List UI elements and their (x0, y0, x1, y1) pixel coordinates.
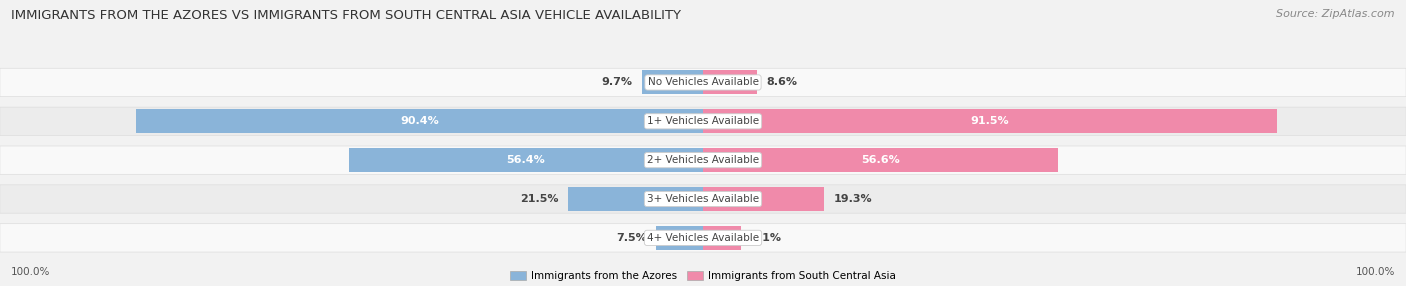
Text: 9.7%: 9.7% (602, 78, 633, 88)
Text: 91.5%: 91.5% (972, 116, 1010, 126)
Text: 4+ Vehicles Available: 4+ Vehicles Available (647, 233, 759, 243)
Text: 21.5%: 21.5% (520, 194, 558, 204)
Text: 1+ Vehicles Available: 1+ Vehicles Available (647, 116, 759, 126)
Text: Source: ZipAtlas.com: Source: ZipAtlas.com (1277, 9, 1395, 19)
Bar (703, 187, 824, 211)
Text: 100.0%: 100.0% (11, 267, 51, 277)
Bar (568, 187, 703, 211)
Text: 6.1%: 6.1% (751, 233, 782, 243)
Bar (135, 109, 703, 133)
Text: 2+ Vehicles Available: 2+ Vehicles Available (647, 155, 759, 165)
Text: 56.6%: 56.6% (862, 155, 900, 165)
Legend: Immigrants from the Azores, Immigrants from South Central Asia: Immigrants from the Azores, Immigrants f… (510, 271, 896, 281)
FancyBboxPatch shape (0, 68, 1406, 97)
FancyBboxPatch shape (0, 146, 1406, 174)
Bar (657, 226, 703, 250)
Text: 8.6%: 8.6% (766, 78, 797, 88)
Text: 90.4%: 90.4% (399, 116, 439, 126)
Bar (349, 148, 703, 172)
Bar (703, 226, 741, 250)
Text: 100.0%: 100.0% (1355, 267, 1395, 277)
Text: 56.4%: 56.4% (506, 155, 546, 165)
Text: IMMIGRANTS FROM THE AZORES VS IMMIGRANTS FROM SOUTH CENTRAL ASIA VEHICLE AVAILAB: IMMIGRANTS FROM THE AZORES VS IMMIGRANTS… (11, 9, 682, 21)
FancyBboxPatch shape (0, 107, 1406, 136)
Bar (643, 70, 703, 94)
FancyBboxPatch shape (0, 224, 1406, 252)
FancyBboxPatch shape (0, 185, 1406, 213)
Text: 7.5%: 7.5% (616, 233, 647, 243)
Bar (703, 148, 1059, 172)
Bar (703, 109, 1277, 133)
Bar (703, 70, 756, 94)
Text: 19.3%: 19.3% (834, 194, 872, 204)
Text: 3+ Vehicles Available: 3+ Vehicles Available (647, 194, 759, 204)
Text: No Vehicles Available: No Vehicles Available (648, 78, 758, 88)
